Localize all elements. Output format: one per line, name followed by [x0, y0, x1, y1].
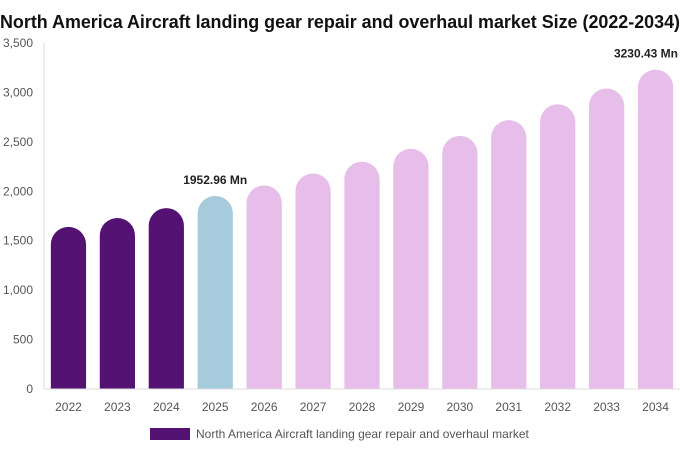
- x-tick-label: 2022: [55, 400, 82, 414]
- y-tick-label: 2,000: [3, 184, 33, 198]
- x-tick-label: 2031: [495, 400, 522, 414]
- bar: [442, 135, 478, 389]
- y-tick-label: 1,000: [3, 283, 33, 297]
- x-tick-label: 2033: [593, 400, 620, 414]
- bar: [491, 120, 527, 389]
- y-tick-label: 1,500: [3, 234, 33, 248]
- data-label: 3230.43 Mn: [614, 47, 678, 61]
- bars: [50, 69, 674, 390]
- data-label: 1952.96 Mn: [183, 173, 247, 187]
- legend-swatch: [150, 428, 190, 440]
- x-tick-label: 2027: [300, 400, 327, 414]
- bar: [246, 185, 282, 389]
- x-tick-label: 2029: [398, 400, 425, 414]
- bar: [295, 173, 331, 389]
- chart-title: North America Aircraft landing gear repa…: [0, 12, 680, 32]
- y-tick-label: 500: [13, 333, 33, 347]
- bar: [99, 217, 135, 389]
- y-axis: 0 500 1,000 1,500 2,000 2,500 3,000 3,500: [3, 36, 45, 396]
- bar: [148, 208, 184, 389]
- y-tick-label: 0: [26, 382, 33, 396]
- x-tick-label: 2023: [104, 400, 131, 414]
- x-tick-label: 2030: [446, 400, 473, 414]
- bar: [50, 226, 87, 389]
- bar: [344, 161, 380, 389]
- bar: [540, 104, 576, 389]
- bar: [589, 88, 625, 390]
- legend-label: North America Aircraft landing gear repa…: [196, 427, 529, 441]
- legend: North America Aircraft landing gear repa…: [150, 427, 529, 441]
- x-tick-label: 2028: [349, 400, 376, 414]
- y-tick-label: 3,000: [3, 85, 33, 99]
- x-tick-label: 2034: [642, 400, 669, 414]
- bar: [197, 195, 233, 389]
- bar: [393, 148, 429, 389]
- x-axis: 2022 2023 2024 2025 2026 2027 2028 2029 2030 2031…: [44, 388, 680, 414]
- data-labels: 1952.96 Mn 3230.43 Mn: [183, 47, 678, 187]
- x-tick-label: 2024: [153, 400, 180, 414]
- bar: [637, 69, 674, 389]
- x-tick-label: 2032: [544, 400, 571, 414]
- y-tick-label: 2,500: [3, 135, 33, 149]
- x-tick-label: 2026: [251, 400, 278, 414]
- x-tick-label: 2025: [202, 400, 229, 414]
- y-tick-label: 3,500: [3, 36, 33, 50]
